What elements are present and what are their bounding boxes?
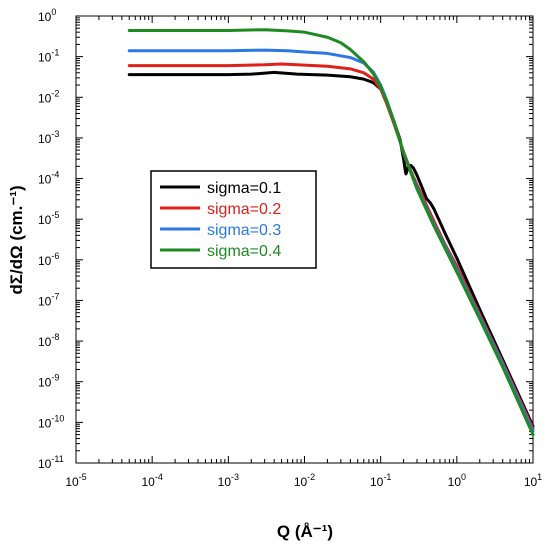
series-line-4 xyxy=(127,28,535,437)
x-tick-label: 10-4 xyxy=(141,472,162,489)
data-series xyxy=(127,28,535,437)
y-tick-label: 10-8 xyxy=(38,332,59,349)
y-tick-label: 10-7 xyxy=(38,291,59,308)
y-tick-base: 10 xyxy=(38,416,52,430)
x-tick-base: 10 xyxy=(141,475,155,489)
legend-label-1: sigma=0.1 xyxy=(207,180,281,197)
y-tick-label: 10-3 xyxy=(38,129,59,146)
y-tick-base: 10 xyxy=(38,213,52,227)
x-tick-base: 10 xyxy=(524,475,538,489)
y-tick-base: 10 xyxy=(38,254,52,268)
y-tick-label: 10-1 xyxy=(38,48,59,65)
y-tick-exponent: -6 xyxy=(51,251,59,261)
x-axis-title: Q (Å⁻¹) xyxy=(277,522,333,541)
y-tick-base: 10 xyxy=(38,51,52,65)
y-tick-label: 10-11 xyxy=(38,454,64,471)
y-tick-exponent: -5 xyxy=(51,210,59,220)
y-tick-exponent: -11 xyxy=(51,454,63,464)
y-tick-label: 10-4 xyxy=(38,170,59,187)
series-line-1 xyxy=(127,70,535,428)
x-tick-base: 10 xyxy=(370,475,384,489)
x-tick-exponent: -2 xyxy=(307,472,315,482)
x-tick-exponent: -3 xyxy=(231,472,239,482)
y-tick-exponent: 0 xyxy=(51,7,56,17)
y-tick-label: 10-6 xyxy=(38,251,59,268)
x-tick-exponent: 1 xyxy=(537,472,542,482)
axis-ticks: 10-5 10-4 10-3 10-2 10-1 100 10110010-110-210-… xyxy=(38,7,542,489)
x-tick-base: 10 xyxy=(65,475,79,489)
y-tick-exponent: -9 xyxy=(51,373,59,383)
x-tick-label: 10-5 xyxy=(65,472,86,489)
y-tick-base: 10 xyxy=(38,457,52,471)
y-tick-label: 10-10 xyxy=(38,413,64,430)
y-tick-exponent: -4 xyxy=(51,170,59,180)
y-tick-base: 10 xyxy=(38,335,52,349)
legend: sigma=0.1 sigma=0.2 sigma=0.3 sigma=0.4 xyxy=(150,170,317,269)
x-tick-exponent: -1 xyxy=(383,472,391,482)
y-tick-base: 10 xyxy=(38,294,52,308)
legend-label-2: sigma=0.2 xyxy=(207,201,281,218)
x-tick-exponent: -4 xyxy=(155,472,163,482)
y-tick-exponent: -1 xyxy=(51,48,59,58)
y-tick-exponent: -7 xyxy=(51,291,59,301)
x-tick-base: 10 xyxy=(294,475,308,489)
y-tick-label: 10-5 xyxy=(38,210,59,227)
y-tick-base: 10 xyxy=(38,173,52,187)
legend-label-3: sigma=0.3 xyxy=(207,222,281,239)
y-axis-title: dΣ/dΩ (cm.⁻¹) xyxy=(7,185,26,294)
y-tick-base: 10 xyxy=(38,91,52,105)
x-tick-label: 10-2 xyxy=(294,472,315,489)
x-tick-label: 101 xyxy=(524,472,542,489)
legend-label-4: sigma=0.4 xyxy=(207,243,281,260)
y-tick-base: 10 xyxy=(38,376,52,390)
y-tick-label: 100 xyxy=(38,7,56,24)
x-tick-label: 100 xyxy=(448,472,466,489)
y-tick-label: 10-9 xyxy=(38,373,59,390)
x-tick-exponent: -5 xyxy=(79,472,87,482)
y-tick-exponent: -10 xyxy=(51,413,64,423)
y-tick-base: 10 xyxy=(38,132,52,146)
y-tick-exponent: -2 xyxy=(51,88,59,98)
y-tick-exponent: -3 xyxy=(51,129,59,139)
y-tick-base: 10 xyxy=(38,10,52,24)
x-tick-exponent: 0 xyxy=(461,472,466,482)
x-tick-base: 10 xyxy=(448,475,462,489)
y-tick-label: 10-2 xyxy=(38,88,59,105)
x-tick-label: 10-3 xyxy=(218,472,239,489)
x-tick-label: 10-1 xyxy=(370,472,391,489)
y-tick-exponent: -8 xyxy=(51,332,59,342)
x-tick-base: 10 xyxy=(218,475,232,489)
